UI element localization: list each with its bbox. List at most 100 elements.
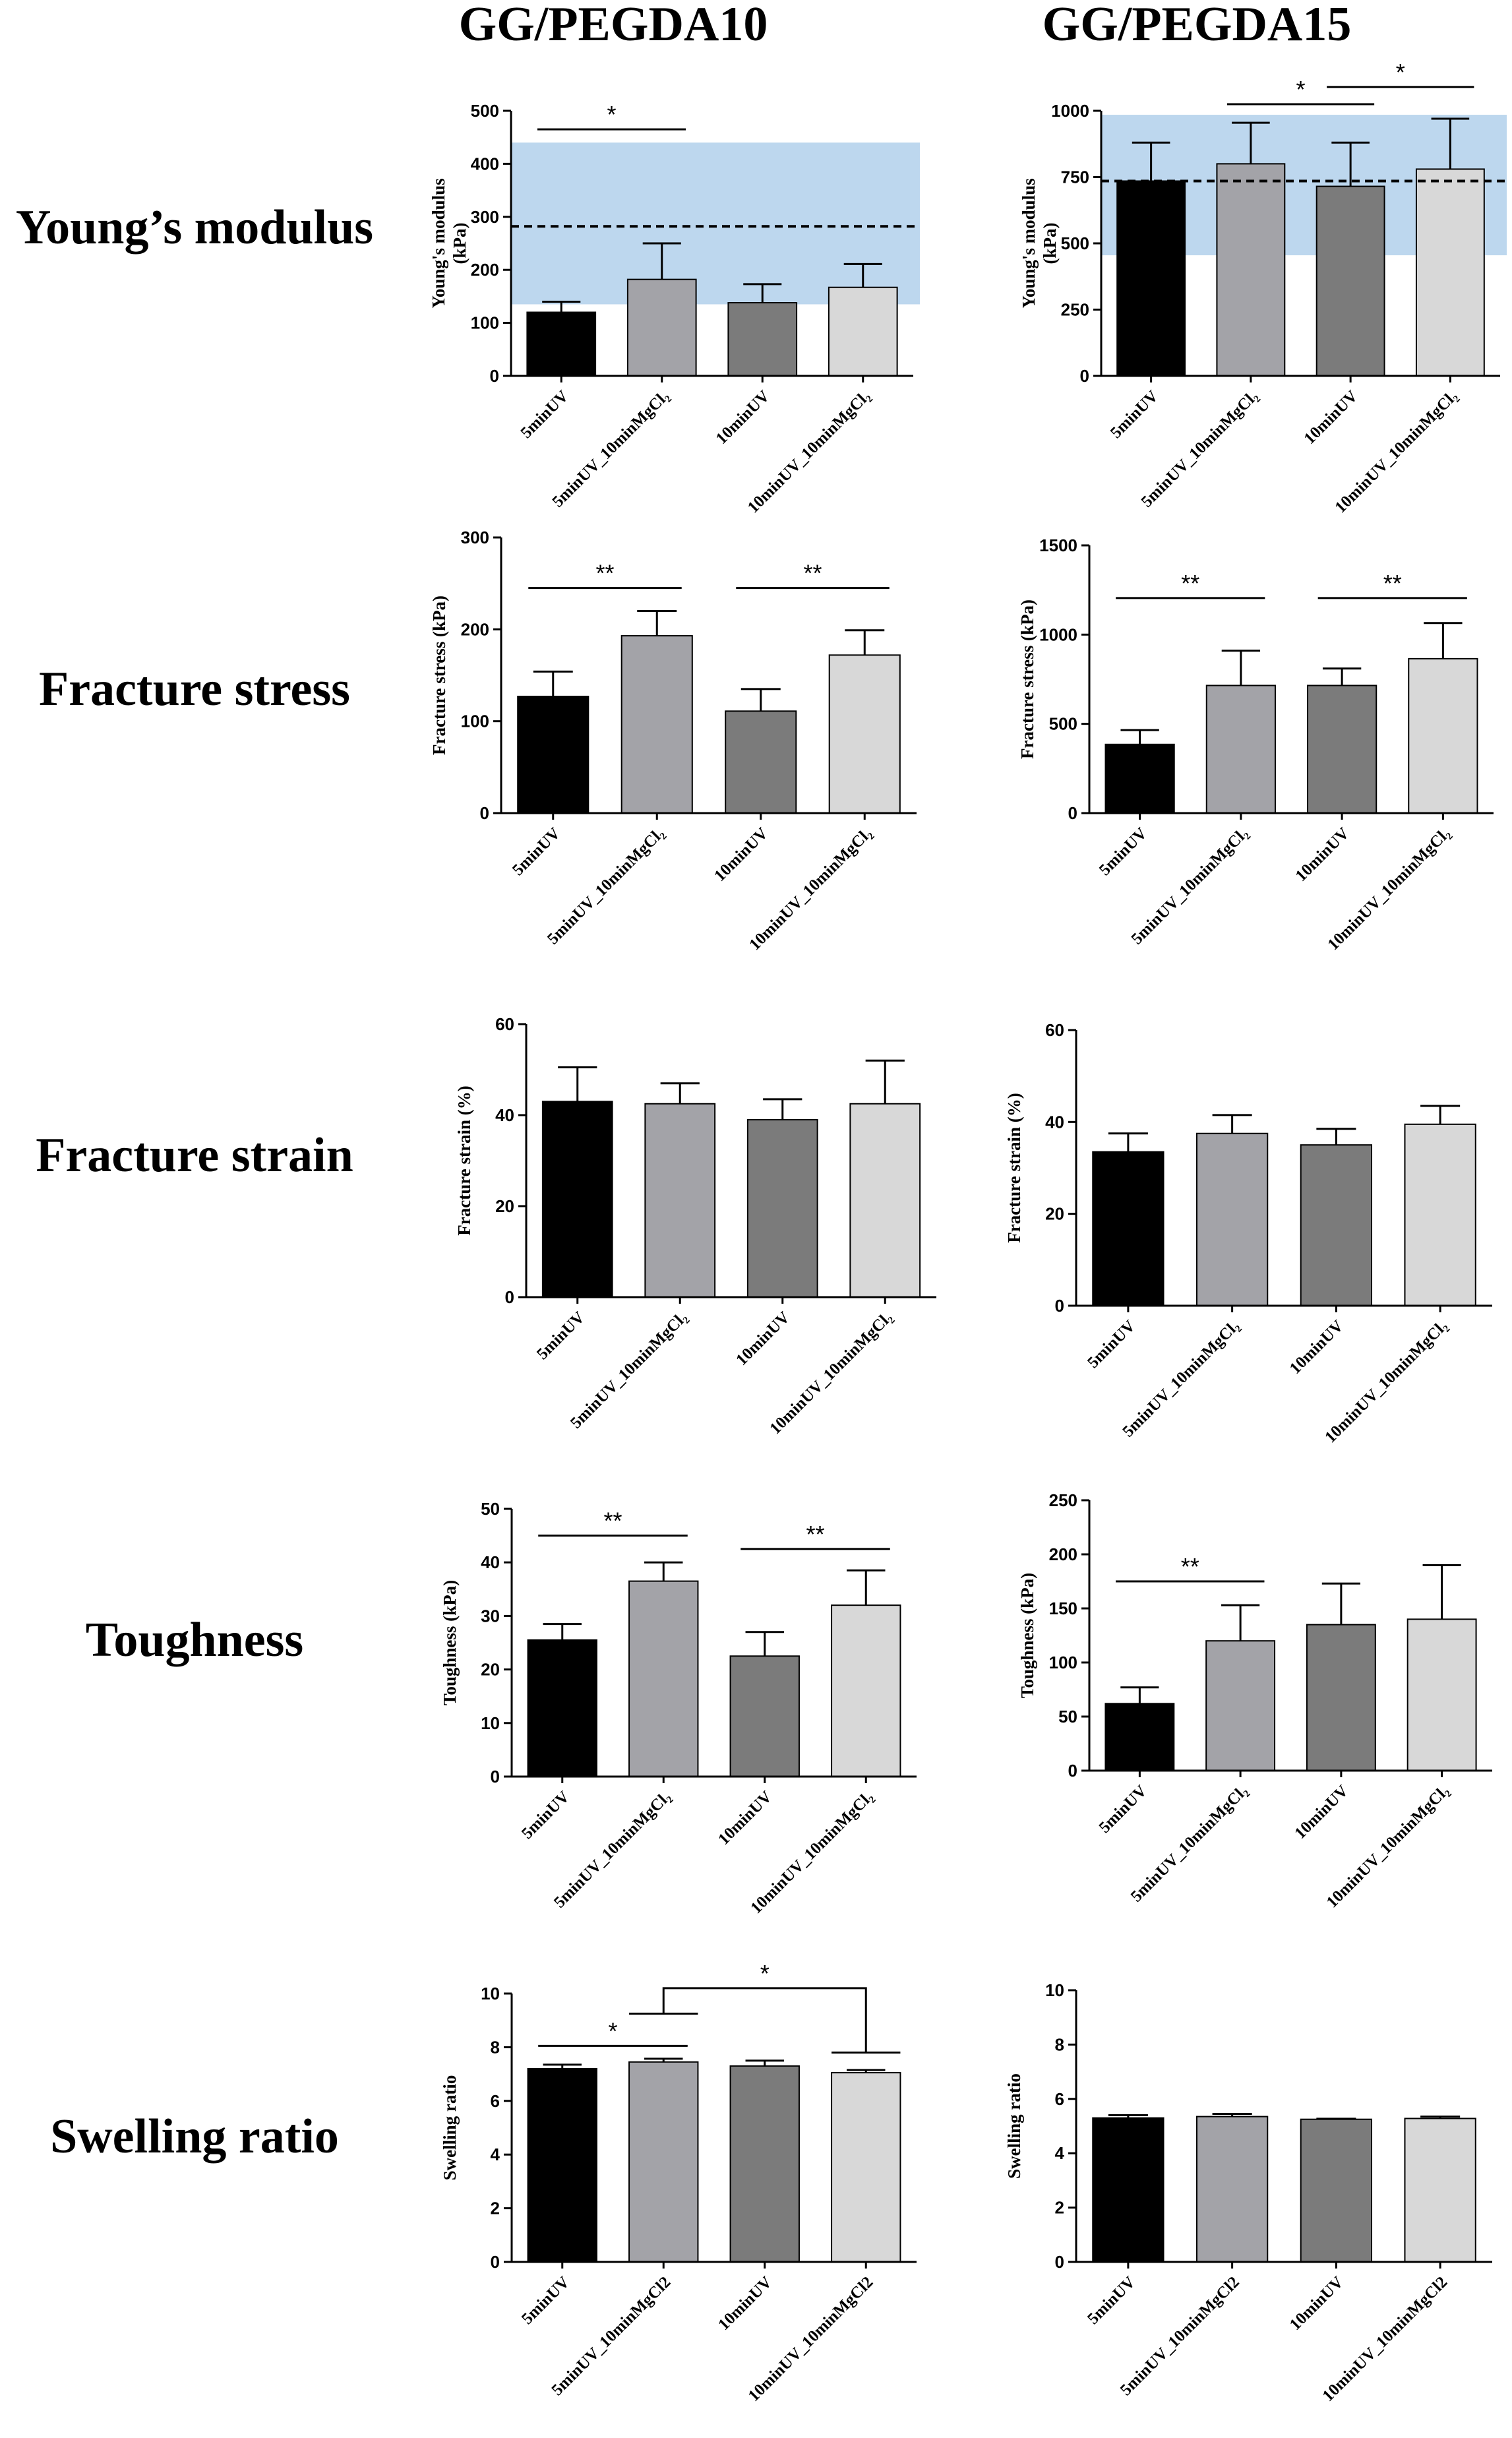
column-title-pegda15: GG/PEGDA15 bbox=[1042, 0, 1352, 51]
y-tick-label: 40 bbox=[495, 1105, 514, 1125]
significance-label: * bbox=[1396, 59, 1405, 86]
x-tick-label: 5minUV_10minMgCl₂ bbox=[1128, 1782, 1251, 1905]
y-tick-label: 8 bbox=[1055, 2034, 1064, 2054]
y-tick-label: 20 bbox=[1045, 1204, 1064, 1224]
x-tick-label: 10minUV bbox=[733, 1308, 793, 1369]
y-tick-label: 0 bbox=[1055, 1296, 1064, 1316]
x-tick-label: 10minUV_10minMgCl₂ bbox=[746, 824, 875, 954]
x-tick-label: 5minUV bbox=[518, 387, 572, 442]
significance-label: ** bbox=[595, 560, 614, 587]
y-tick-label: 100 bbox=[461, 712, 489, 731]
chart-tg10: 0 10 20 30 40 50 Toughness (kPa) 5minUV5minUV_1… bbox=[440, 1499, 917, 1917]
chart-fe15: 0 20 40 60 Fracture strain (%) 5minUV5minUV_1… bbox=[1004, 1020, 1492, 1446]
y-tick-label: 4 bbox=[1055, 2143, 1065, 2163]
y-axis-label: Young's modulus bbox=[429, 178, 448, 308]
y-axis-label: Fracture stress (kPa) bbox=[429, 595, 449, 755]
bar bbox=[729, 1655, 800, 1778]
bar bbox=[849, 1103, 921, 1298]
x-tick-label: 5minUV_10minMgCl2 bbox=[1117, 2273, 1243, 2399]
chart-fe10: 0 20 40 60 Fracture strain (%) 5minUV5minUV_1… bbox=[454, 1014, 936, 1438]
y-tick-label: 200 bbox=[461, 619, 489, 639]
significance-label: * bbox=[607, 101, 616, 128]
y-tick-label: 6 bbox=[491, 2091, 500, 2111]
row-title-toughness: Toughness bbox=[85, 1613, 304, 1667]
y-tick-label: 100 bbox=[1049, 1653, 1077, 1672]
y-axis-label: Fracture stress (kPa) bbox=[1017, 599, 1037, 759]
bar bbox=[1104, 1703, 1175, 1772]
x-tick-label: 10minUV bbox=[713, 387, 773, 448]
bar bbox=[828, 654, 901, 814]
bar bbox=[1404, 1123, 1476, 1306]
y-tick-label: 50 bbox=[1058, 1707, 1077, 1726]
bar bbox=[727, 302, 798, 377]
bar bbox=[1216, 163, 1286, 377]
x-tick-label: 10minUV bbox=[715, 2273, 775, 2334]
x-tick-label: 5minUV_10minMgCl₂ bbox=[567, 1308, 690, 1432]
x-tick-label: 5minUV_10minMgCl₂ bbox=[549, 387, 673, 510]
bar bbox=[1408, 657, 1478, 814]
bar bbox=[527, 2067, 597, 2263]
y-tick-label: 0 bbox=[1068, 1761, 1077, 1781]
y-tick-label: 250 bbox=[1061, 300, 1089, 320]
y-tick-label: 50 bbox=[481, 1499, 500, 1519]
x-tick-label: 5minUV bbox=[1084, 1317, 1139, 1372]
row-title-fracture-stress: Fracture stress bbox=[39, 662, 350, 716]
x-tick-label: 5minUV bbox=[1096, 824, 1151, 879]
chart-sw10: 0 2 4 6 8 10 Swelling ratio 5minUV5minUV_10minM… bbox=[440, 1960, 917, 2405]
bar bbox=[1195, 2116, 1269, 2263]
y-tick-label: 250 bbox=[1049, 1490, 1077, 1510]
y-tick-label: 500 bbox=[471, 101, 499, 121]
bar bbox=[1404, 2118, 1476, 2263]
y-tick-label: 60 bbox=[1045, 1020, 1064, 1040]
x-tick-label: 5minUV_10minMgCl₂ bbox=[551, 1788, 674, 1911]
bar bbox=[628, 2061, 699, 2263]
y-tick-label: 10 bbox=[481, 1713, 500, 1733]
y-tick-label: 8 bbox=[491, 2037, 500, 2057]
chart-sw15: 0 2 4 6 8 10 Swelling ratio 5minUV5minUV_10minM… bbox=[1004, 1980, 1492, 2405]
bar bbox=[517, 696, 590, 814]
bar bbox=[1306, 1624, 1376, 1772]
chart-ym15: 0 250 500 750 1000 Young's modulus (kPa) 5minUV… bbox=[1019, 59, 1507, 516]
y-tick-label: 2 bbox=[491, 2199, 500, 2218]
chart-tg15: 0 50 100 150 200 250 Toughness (kPa) 5minUV5min… bbox=[1017, 1490, 1492, 1911]
y-tick-label: 20 bbox=[495, 1196, 514, 1216]
x-tick-label: 5minUV bbox=[509, 824, 564, 879]
y-tick-label: 0 bbox=[491, 1767, 500, 1786]
y-tick-label: 500 bbox=[1061, 233, 1089, 253]
significance-label: ** bbox=[803, 560, 822, 587]
bar bbox=[1300, 1144, 1373, 1306]
x-tick-label: 5minUV bbox=[518, 2273, 573, 2328]
x-tick-label: 5minUV bbox=[533, 1308, 588, 1363]
y-tick-label: 0 bbox=[1068, 803, 1077, 823]
y-tick-label: 10 bbox=[481, 1984, 500, 2003]
bar bbox=[644, 1103, 716, 1298]
x-tick-label: 5minUV bbox=[1096, 1782, 1151, 1837]
y-tick-label: 1000 bbox=[1051, 101, 1089, 121]
bar bbox=[1092, 2117, 1164, 2263]
bar bbox=[1092, 1151, 1164, 1307]
y-tick-label: 40 bbox=[481, 1552, 500, 1572]
y-tick-label: 500 bbox=[1049, 714, 1077, 734]
x-tick-label: 5minUV bbox=[518, 1788, 573, 1843]
y-tick-label: 40 bbox=[1045, 1112, 1064, 1132]
x-tick-label: 10minUV bbox=[1292, 824, 1353, 885]
reference-band bbox=[511, 142, 920, 305]
row-title-fracture-strain: Fracture strain bbox=[36, 1128, 353, 1182]
y-tick-label: 400 bbox=[471, 154, 499, 173]
x-tick-label: 5minUV bbox=[1107, 387, 1162, 442]
significance-label: ** bbox=[1181, 1553, 1199, 1580]
bar bbox=[1104, 743, 1175, 814]
y-tick-label: 4 bbox=[491, 2145, 500, 2164]
bar bbox=[725, 710, 797, 814]
y-axis-label: Swelling ratio bbox=[440, 2075, 460, 2181]
significance-label: ** bbox=[603, 1508, 622, 1535]
bar bbox=[1307, 685, 1377, 814]
y-axis-label: Toughness (kPa) bbox=[1017, 1573, 1037, 1698]
bar bbox=[1315, 185, 1385, 377]
bar bbox=[1205, 685, 1276, 814]
chart-ym10: 0 100 200 300 400 500 Young's modulus (kPa) 5min… bbox=[429, 101, 920, 516]
bar bbox=[1300, 2118, 1373, 2263]
bar bbox=[1205, 1640, 1276, 1771]
y-axis-label: Toughness (kPa) bbox=[440, 1580, 460, 1705]
